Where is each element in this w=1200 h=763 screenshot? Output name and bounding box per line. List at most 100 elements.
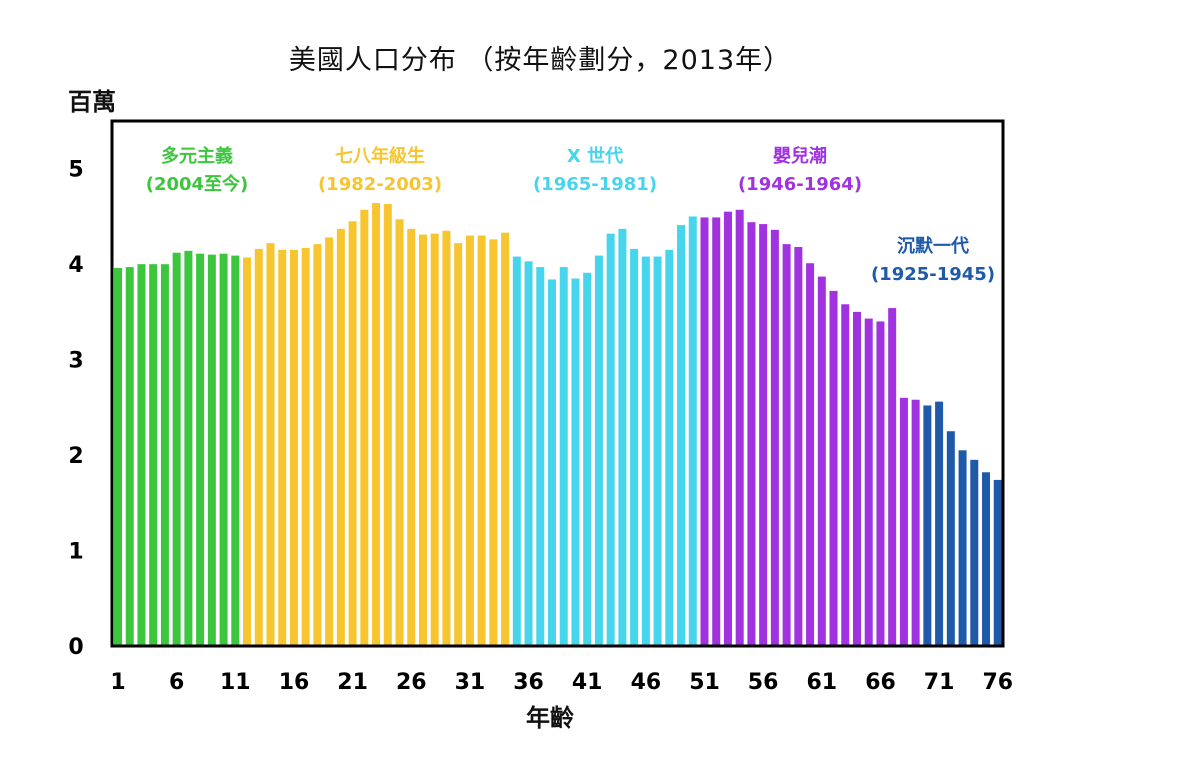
bar-age-14: [266, 243, 275, 646]
y-tick-label-2: 2: [68, 444, 83, 469]
bar-age-35: [512, 256, 521, 646]
bar-age-29: [442, 230, 451, 646]
bar-age-71: [935, 401, 944, 646]
plot-frame: [110, 119, 1005, 648]
bar-age-2: [125, 267, 134, 646]
bar-age-50: [688, 216, 697, 646]
bar-age-68: [899, 397, 908, 646]
bar-age-39: [559, 267, 568, 646]
bar-age-49: [677, 225, 686, 647]
bar-age-27: [418, 234, 427, 646]
x-tick-label-56: 56: [748, 670, 779, 695]
bar-age-33: [489, 239, 498, 647]
bar-age-70: [923, 405, 932, 646]
bar-age-12: [243, 257, 252, 646]
bar-age-67: [888, 308, 897, 646]
bar-age-48: [665, 249, 674, 647]
x-tick-label-31: 31: [455, 670, 486, 695]
bar-age-75: [982, 472, 991, 646]
bar-age-6: [172, 252, 181, 647]
x-tick-label-51: 51: [689, 670, 720, 695]
bar-age-20: [336, 228, 345, 647]
bar-age-1: [114, 268, 122, 646]
generation-years-label: (1982-2003): [318, 174, 442, 195]
generation-name-label: 七八年級生: [335, 145, 425, 167]
bar-age-55: [747, 222, 756, 646]
bar-age-57: [770, 229, 779, 646]
chart-title: 美國人口分布 （按年齡劃分，2013年）: [288, 45, 792, 76]
bar-age-31: [465, 235, 474, 647]
bar-age-11: [231, 255, 240, 646]
bar-age-58: [782, 244, 791, 646]
bar-age-63: [841, 304, 850, 646]
y-tick-label-5: 5: [68, 158, 83, 183]
x-tick-label-66: 66: [865, 670, 896, 695]
bar-age-8: [196, 253, 205, 646]
bar-age-54: [735, 209, 744, 646]
bar-age-25: [395, 219, 404, 646]
bar-age-10: [219, 253, 228, 646]
bar-age-41: [583, 272, 592, 646]
bar-age-47: [653, 256, 662, 646]
x-tick-label-36: 36: [513, 670, 544, 695]
x-tick-label-61: 61: [806, 670, 837, 695]
y-tick-label-1: 1: [68, 540, 83, 565]
bar-age-30: [454, 243, 463, 646]
bar-age-22: [360, 209, 369, 646]
bar-age-37: [536, 267, 545, 646]
bars-group: [114, 203, 1002, 647]
bar-age-43: [606, 233, 615, 646]
bar-age-46: [641, 256, 650, 646]
bar-age-36: [524, 261, 533, 646]
bar-age-66: [876, 321, 885, 646]
generation-years-label: (1946-1964): [738, 174, 862, 195]
bar-age-21: [348, 221, 357, 647]
x-tick-label-41: 41: [572, 670, 603, 695]
generation-name-label: 沉默一代: [897, 236, 969, 257]
bar-age-13: [254, 248, 263, 646]
x-tick-label-71: 71: [924, 670, 955, 695]
y-tick-labels: 0 1 2 3 4 5: [68, 158, 83, 660]
bar-age-9: [207, 254, 216, 646]
bar-age-26: [407, 228, 416, 647]
bar-age-52: [712, 217, 721, 646]
x-tick-label-6: 6: [169, 670, 184, 695]
bar-age-5: [160, 264, 169, 646]
x-tick-label-46: 46: [631, 670, 662, 695]
bar-age-19: [325, 237, 334, 646]
y-tick-label-0: 0: [68, 635, 83, 660]
bar-age-44: [618, 228, 627, 647]
bar-age-69: [911, 399, 920, 646]
x-axis-label: 年齡: [526, 704, 574, 732]
bar-age-24: [383, 204, 392, 647]
bar-age-65: [864, 318, 873, 646]
bar-age-15: [278, 249, 287, 647]
x-tick-label-1: 1: [110, 670, 125, 695]
generation-years-label: (2004至今): [146, 173, 249, 195]
bar-age-51: [700, 217, 709, 646]
generation-name-label: 多元主義: [161, 145, 233, 167]
bar-age-23: [372, 203, 381, 646]
bar-age-42: [594, 255, 603, 646]
bar-age-4: [149, 264, 158, 646]
x-tick-label-76: 76: [982, 670, 1013, 695]
x-tick-label-11: 11: [220, 670, 251, 695]
x-tick-labels: 1 6 11 16 21 26 31 36 41 46 51 56 61 66 71 76: [110, 670, 1013, 695]
generation-labels: 多元主義 (2004至今) 七八年級生 (1982-2003) X 世代 (1965-19…: [146, 145, 995, 285]
bar-age-7: [184, 250, 193, 646]
bar-age-28: [430, 233, 439, 646]
bar-age-53: [723, 211, 732, 646]
bar-age-16: [289, 249, 298, 647]
x-tick-label-16: 16: [279, 670, 310, 695]
bar-age-32: [477, 235, 486, 647]
bar-age-76: [993, 479, 1002, 646]
bar-age-74: [970, 459, 979, 646]
bar-age-45: [630, 248, 639, 646]
generation-name-label: X 世代: [567, 146, 623, 167]
generation-years-label: (1965-1981): [533, 174, 657, 195]
x-tick-label-26: 26: [396, 670, 427, 695]
bar-age-72: [946, 431, 955, 646]
generation-name-label: 嬰兒潮: [773, 146, 827, 167]
y-tick-label-4: 4: [68, 253, 83, 278]
